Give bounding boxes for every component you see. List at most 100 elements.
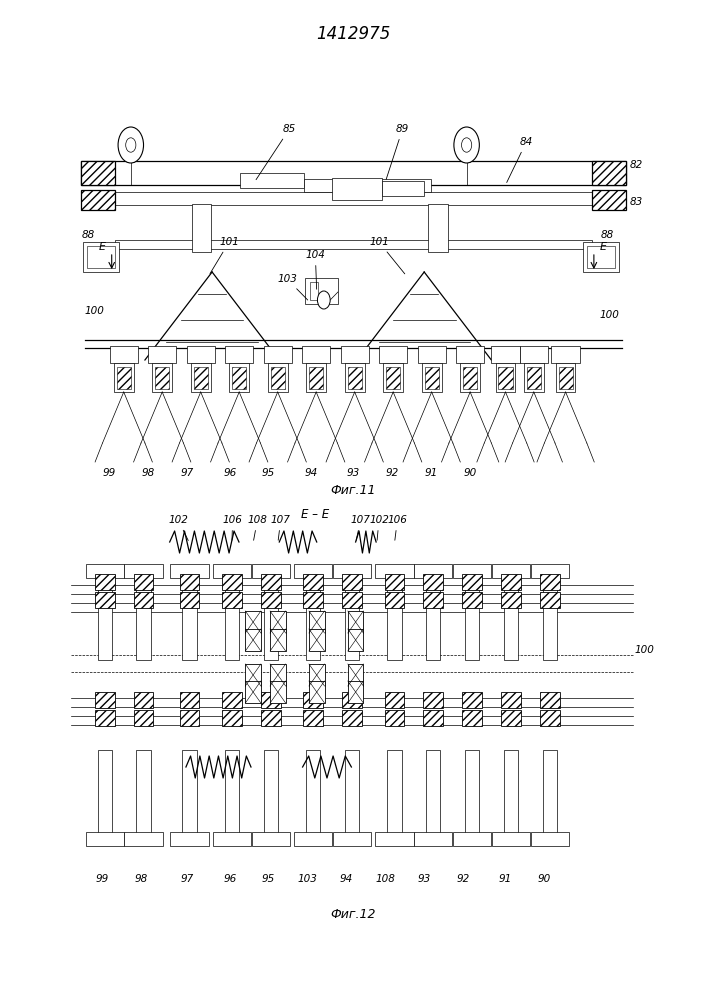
Bar [382,181,424,196]
Bar [501,710,521,726]
Bar [136,575,151,660]
Text: 97: 97 [181,468,194,478]
Text: 92: 92 [386,468,399,478]
Text: 89: 89 [386,124,409,179]
Bar [134,592,153,608]
Bar [95,574,115,590]
Bar [124,564,163,578]
Bar [498,367,513,389]
Bar [261,592,281,608]
Bar [182,575,197,660]
Text: 104: 104 [305,250,325,289]
Bar [170,832,209,846]
Bar [306,750,320,835]
Text: 92: 92 [457,874,469,884]
Bar [245,681,261,703]
Text: 82: 82 [630,160,643,170]
Bar [225,346,253,363]
Bar [305,278,338,304]
Bar [423,592,443,608]
Text: 97: 97 [181,874,194,884]
Text: 96: 96 [223,874,236,884]
Bar [462,574,482,590]
Bar [303,574,323,590]
Bar [81,161,626,185]
Text: 98: 98 [135,874,148,884]
Bar [414,564,452,578]
Bar [222,574,242,590]
Bar [540,592,560,608]
Bar [342,692,362,708]
Bar [245,629,261,651]
Bar [465,575,479,660]
Bar [182,750,197,835]
Bar [180,592,199,608]
Bar [303,592,323,608]
Bar [531,564,569,578]
Bar [556,363,575,392]
Bar [194,367,208,389]
Text: 95: 95 [262,468,275,478]
Bar [213,832,251,846]
Bar [83,242,119,272]
Bar [124,832,163,846]
Bar [375,832,414,846]
Text: Фиг.12: Фиг.12 [331,908,376,921]
Bar [304,179,431,192]
Bar [270,664,286,686]
Bar [306,575,320,660]
Circle shape [126,138,136,152]
Bar [271,367,285,389]
Text: 85: 85 [256,124,296,180]
Bar [348,611,363,633]
Bar [81,190,115,210]
Circle shape [462,138,472,152]
Text: 94: 94 [340,874,353,884]
Bar [309,681,325,703]
Bar [180,710,199,726]
Bar [423,574,443,590]
Bar [540,574,560,590]
Text: 91: 91 [499,874,512,884]
Bar [386,367,400,389]
Bar [423,710,443,726]
Bar [385,692,404,708]
Bar [225,575,239,660]
Bar [462,692,482,708]
Bar [540,710,560,726]
Bar [192,204,211,252]
Bar [345,575,359,660]
Bar [252,832,290,846]
Bar [115,240,592,249]
Bar [306,363,326,392]
Bar [261,692,281,708]
Bar [180,574,199,590]
Text: Фиг.11: Фиг.11 [331,484,376,497]
Bar [294,564,332,578]
Circle shape [317,291,330,309]
Bar [418,346,446,363]
Bar [531,832,569,846]
Bar [385,710,404,726]
Text: E: E [99,242,106,252]
Text: 100: 100 [635,645,655,655]
Text: 108: 108 [375,874,395,884]
Bar [264,346,292,363]
Bar [191,363,211,392]
Text: 100: 100 [85,306,105,316]
Bar [332,178,382,200]
Text: 99: 99 [96,874,109,884]
Bar [422,363,442,392]
Bar [213,564,251,578]
Bar [342,574,362,590]
Text: 98: 98 [142,468,155,478]
Text: 102: 102 [168,515,188,541]
Bar [504,750,518,835]
Bar [383,363,403,392]
Bar [592,161,626,185]
Text: 106: 106 [387,515,407,540]
Text: 95: 95 [262,874,275,884]
Bar [453,832,491,846]
Bar [501,692,521,708]
Text: 101: 101 [210,237,239,274]
